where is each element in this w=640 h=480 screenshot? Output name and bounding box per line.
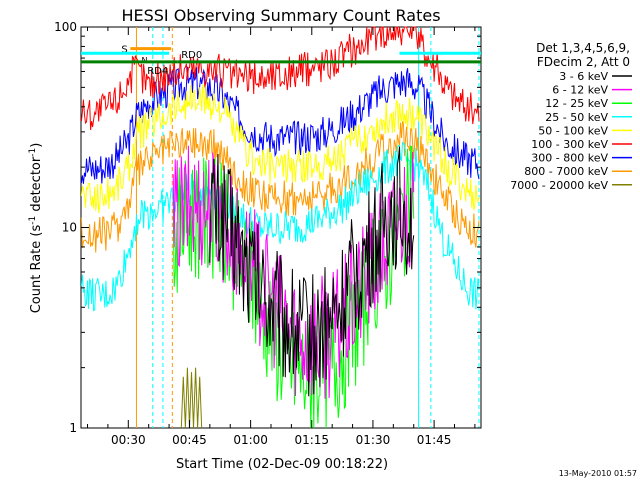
y-axis-label-sup2: -1 [28,148,38,157]
x-tick-label-2: 01:00 [233,433,268,447]
legend: Det 1,3,4,5,6,9, FDecim 2, Att 0 3 - 6 k… [510,41,632,192]
status-bar-label-s: S [121,45,127,56]
series-line-800-7000-kev [80,121,480,253]
x-tick-label-3: 01:15 [294,433,329,447]
y-tick-label-0: 1 [69,421,77,435]
legend-label-100-300-kev: 100 - 300 keV [531,138,608,151]
chart-title: HESSI Observing Summary Count Rates [121,6,440,25]
legend-label-50-100-kev: 50 - 100 keV [538,124,608,137]
series-line-100-300-kev [80,26,480,131]
series-line-7000-20000-kev [180,367,203,429]
legend-label-7000-20000-kev: 7000 - 20000 keV [510,179,608,192]
legend-label-3-6-kev: 3 - 6 keV [559,70,608,83]
footer-date: 13-May-2010 01:57 [559,469,637,478]
x-tick-label-0: 00:30 [111,433,146,447]
legend-header-line-2: FDecim 2, Att 0 [537,55,630,69]
x-tick-label-4: 01:30 [356,433,391,447]
x-tick-label-1: 00:45 [172,433,207,447]
legend-label-800-7000-kev: 800 - 7000 keV [524,165,608,178]
series-line-50-100-kev [80,84,480,214]
series-line-3-6-kev [209,146,415,397]
y-axis-label-rest: detector [29,156,44,216]
x-axis-label: Start Time (02-Dec-09 00:18:22) [176,457,388,472]
series-line-300-800-kev [80,66,480,184]
x-tick-label-5: 01:45 [417,433,452,447]
y-axis-label-close: ) [29,143,44,148]
legend-label-300-800-kev: 300 - 800 keV [531,152,608,165]
y-axis-label: Count Rate (s-1 detector-1) [28,143,44,314]
y-axis-label-sup: -1 [28,216,38,225]
y-tick-label-1: 10 [62,221,77,235]
legend-label-6-12-kev: 6 - 12 keV [552,84,608,97]
y-tick-label-2: 100 [54,20,77,34]
status-bar-label-rd0: RD0 [181,50,202,61]
status-bar-label-rd4: RD4 [147,66,168,77]
legend-header-line-1: Det 1,3,4,5,6,9, [536,41,630,55]
legend-label-25-50-kev: 25 - 50 keV [545,111,608,124]
legend-label-12-25-kev: 12 - 25 keV [545,97,608,110]
y-axis-label-main: Count Rate (s [29,225,44,314]
